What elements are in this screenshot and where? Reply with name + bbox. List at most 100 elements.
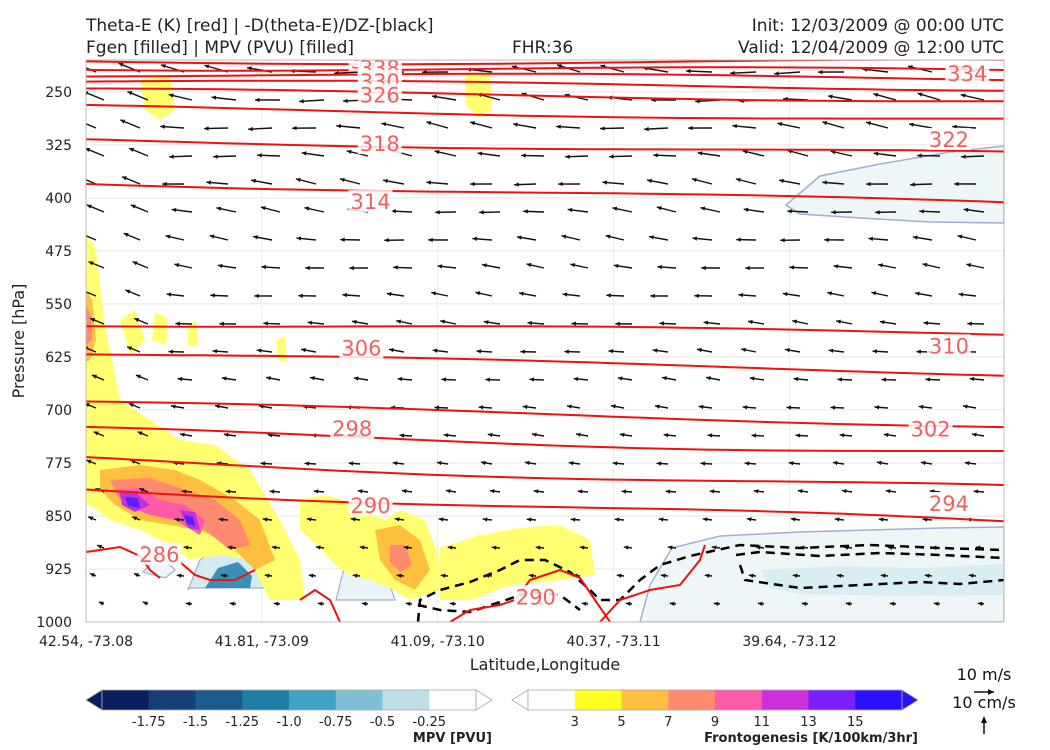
contour-label-bg <box>339 336 384 359</box>
wind-vector <box>299 99 325 104</box>
wind-vector <box>656 206 677 213</box>
wind-vector <box>667 545 677 550</box>
wind-vector <box>518 291 537 297</box>
wind-vector <box>211 95 237 101</box>
wind-vector <box>262 517 273 522</box>
colorbar-tick-label: -1.25 <box>225 715 259 730</box>
wind-vector <box>917 92 941 101</box>
theta-e-contour-318 <box>86 138 1004 153</box>
wind-vector <box>223 432 237 438</box>
theta-e-contour-label: 290 <box>351 494 391 518</box>
wind-vector <box>128 147 149 157</box>
wind-vector <box>748 573 757 578</box>
fgen-left-blue <box>125 497 195 526</box>
wind-vector <box>700 206 721 213</box>
wind-vector <box>309 376 325 381</box>
wind-vector <box>887 545 897 550</box>
colorbar-swatch <box>429 690 477 710</box>
wind-vector <box>889 601 897 606</box>
wind-vector <box>342 292 361 298</box>
wind-vector <box>449 601 457 606</box>
theta-e-contour-330 <box>86 79 1004 92</box>
colorbar-tick-label: -1.75 <box>132 715 166 730</box>
wind-vector <box>139 487 149 493</box>
y-tick-label: 850 <box>45 509 72 525</box>
wind-vector <box>214 404 229 409</box>
wind-vector <box>396 573 405 578</box>
wind-vector <box>132 261 149 269</box>
wind-vector <box>564 349 581 354</box>
colorbar-tick-label: 5 <box>617 715 625 730</box>
wind-vector <box>133 317 149 325</box>
wind-vector <box>491 545 501 550</box>
colorbar-swatch <box>242 690 290 710</box>
wind-vector <box>653 153 677 158</box>
wind-vector <box>755 545 765 550</box>
wind-vector <box>742 405 757 410</box>
wind-vector <box>489 489 501 494</box>
theta-e-contour-label: 294 <box>929 492 969 516</box>
wind-vector <box>570 517 581 522</box>
wind-vector <box>661 376 677 381</box>
wind-vector <box>623 545 633 550</box>
y-tick-label: 475 <box>45 244 72 260</box>
wind-vector <box>218 517 229 522</box>
contour-label-bg <box>926 127 971 150</box>
wind-vector <box>908 122 933 129</box>
contour-label-bg <box>945 62 990 85</box>
wind-vector <box>875 210 897 215</box>
wind-vector <box>730 70 757 76</box>
colorbar-extend-left <box>85 689 103 711</box>
wind-vector <box>528 573 537 578</box>
wind-vector <box>732 123 757 129</box>
contour-label-bg <box>357 83 402 106</box>
wind-vector <box>434 149 457 157</box>
wind-vector <box>300 347 317 353</box>
wind-vector <box>878 263 897 269</box>
wind-vector <box>521 153 545 158</box>
wind-key-vertical-label: 10 cm/s <box>952 693 1016 712</box>
theta-e-contour-310 <box>86 325 1004 336</box>
wind-vector <box>614 517 625 522</box>
theta-e-contour-314 <box>86 183 1004 204</box>
colorbar-swatch <box>289 690 337 710</box>
wind-vector <box>86 204 105 213</box>
wind-vector <box>88 261 105 269</box>
y-axis-ticks: 250 325 400 475 550 625 700 775 850 925 1000 <box>36 85 72 631</box>
wind-vector <box>260 206 281 213</box>
wind-vector <box>757 601 765 606</box>
wind-vector <box>125 289 141 297</box>
wind-vector <box>296 236 317 241</box>
wind-vector <box>174 517 185 522</box>
theta-e-contour-label: 322 <box>929 128 969 152</box>
mpv-colorbar: -1.75 -1.5 -1.25 -1.0 -0.75 -0.5 -0.25 <box>85 689 493 730</box>
title-forecast-hour: FHR:36 <box>512 38 573 58</box>
wind-vector <box>307 320 325 325</box>
wind-vector <box>479 210 501 215</box>
theta-e-contour-label: 314 <box>351 190 391 214</box>
wind-vector <box>669 601 677 606</box>
wind-vector <box>166 292 185 297</box>
wind-vector <box>963 207 985 213</box>
wind-vector <box>250 178 273 185</box>
wind-vector <box>702 517 713 522</box>
wind-vector <box>686 68 713 74</box>
wind-vector <box>126 346 141 353</box>
wind-vector <box>265 376 281 381</box>
wind-vector <box>177 376 193 382</box>
wind-vector <box>923 320 941 326</box>
wind-vector <box>917 153 941 158</box>
wind-vector <box>644 126 669 132</box>
wind-vector <box>561 234 581 241</box>
wind-vector <box>86 235 97 241</box>
theta-e-contour-label: 306 <box>341 336 381 360</box>
wind-vector <box>123 232 141 241</box>
wind-vector <box>918 404 933 410</box>
wind-vector <box>605 234 625 241</box>
wind-vector <box>822 180 845 185</box>
wind-vector <box>793 376 809 382</box>
wind-vector <box>482 517 493 522</box>
wind-vector <box>397 376 413 382</box>
wind-vector <box>217 263 237 269</box>
